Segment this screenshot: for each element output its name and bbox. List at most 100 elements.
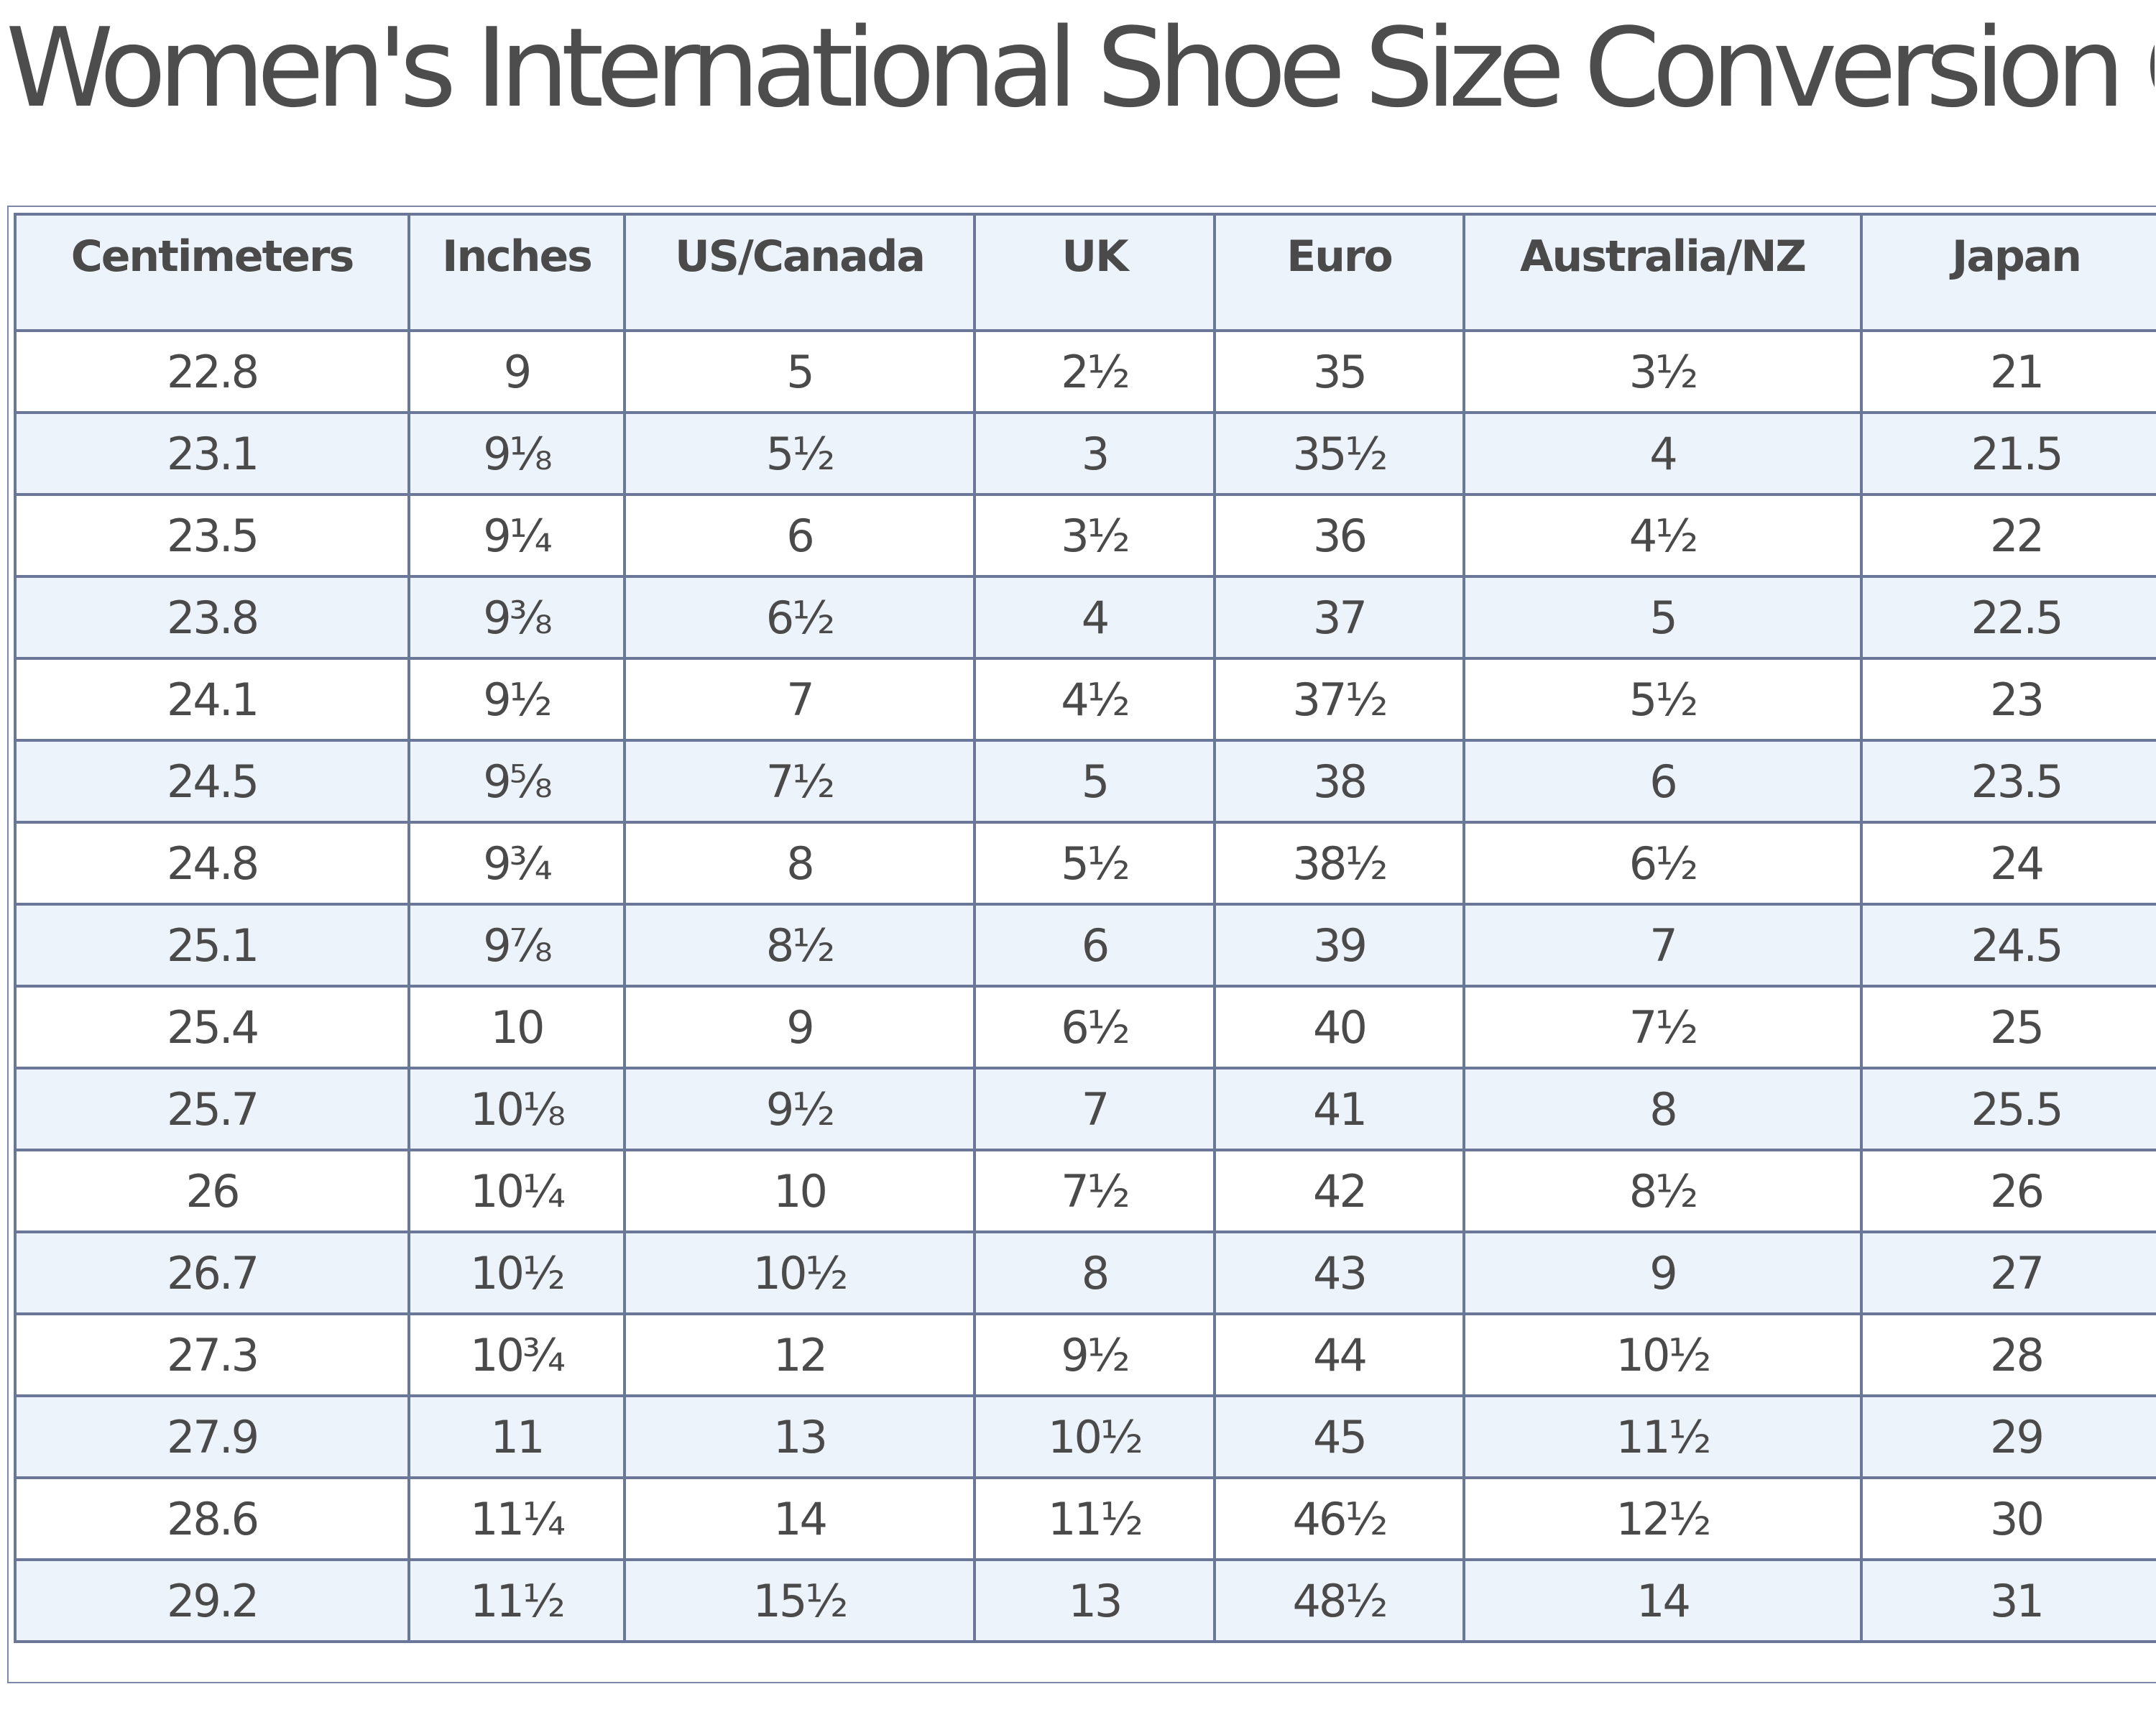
cell-australia-nz: 10½ — [1462, 1312, 1863, 1397]
column-header-inches: Inches — [407, 213, 626, 332]
cell-euro: 35½ — [1213, 411, 1465, 496]
cell-us-canada: 13 — [623, 1394, 976, 1479]
table-row: 29.2 11½ 15½ 13 48½ 14 31 — [14, 1558, 2156, 1643]
cell-centimeters: 29.2 — [14, 1558, 410, 1643]
cell-australia-nz: 6 — [1462, 739, 1863, 824]
cell-centimeters: 28.6 — [14, 1476, 410, 1561]
cell-uk: 10½ — [973, 1394, 1216, 1479]
cell-japan: 24.5 — [1860, 903, 2156, 988]
cell-uk: 11½ — [973, 1476, 1216, 1561]
cell-euro: 39 — [1213, 903, 1465, 988]
cell-euro: 38 — [1213, 739, 1465, 824]
cell-us-canada: 9½ — [623, 1067, 976, 1151]
cell-uk: 5 — [973, 739, 1216, 824]
cell-centimeters: 24.1 — [14, 657, 410, 742]
cell-japan: 25 — [1860, 985, 2156, 1070]
cell-inches: 10½ — [407, 1230, 626, 1315]
table-row: 23.5 9¼ 6 3½ 36 4½ 22 — [14, 493, 2156, 578]
cell-inches: 9 — [407, 329, 626, 414]
cell-uk: 6 — [973, 903, 1216, 988]
cell-euro: 42 — [1213, 1149, 1465, 1233]
cell-japan: 25.5 — [1860, 1067, 2156, 1151]
cell-inches: 10 — [407, 985, 626, 1070]
cell-inches: 9¾ — [407, 821, 626, 906]
cell-us-canada: 7½ — [623, 739, 976, 824]
cell-inches: 10¼ — [407, 1149, 626, 1233]
table-row: 22.8 9 5 2½ 35 3½ 21 — [14, 329, 2156, 414]
cell-uk: 4 — [973, 575, 1216, 660]
table-row: 28.6 11¼ 14 11½ 46½ 12½ 30 — [14, 1476, 2156, 1561]
table-row: 26 10¼ 10 7½ 42 8½ 26 — [14, 1149, 2156, 1233]
cell-australia-nz: 8 — [1462, 1067, 1863, 1151]
cell-inches: 11¼ — [407, 1476, 626, 1561]
cell-australia-nz: 5 — [1462, 575, 1863, 660]
cell-inches: 9¼ — [407, 493, 626, 578]
cell-inches: 11 — [407, 1394, 626, 1479]
table-frame: Centimeters Inches US/Canada UK Euro Aus… — [7, 206, 2156, 1683]
cell-japan: 31 — [1860, 1558, 2156, 1643]
table-row: 23.1 9⅛ 5½ 3 35½ 4 21.5 — [14, 411, 2156, 496]
cell-inches: 9⅛ — [407, 411, 626, 496]
cell-japan: 22.5 — [1860, 575, 2156, 660]
cell-australia-nz: 4 — [1462, 411, 1863, 496]
cell-uk: 3 — [973, 411, 1216, 496]
cell-us-canada: 5½ — [623, 411, 976, 496]
cell-centimeters: 25.7 — [14, 1067, 410, 1151]
cell-inches: 10⅛ — [407, 1067, 626, 1151]
cell-centimeters: 24.8 — [14, 821, 410, 906]
header-row: Centimeters Inches US/Canada UK Euro Aus… — [14, 213, 2156, 332]
cell-euro: 48½ — [1213, 1558, 1465, 1643]
cell-euro: 40 — [1213, 985, 1465, 1070]
page-title: Women's International Shoe Size Conversi… — [6, 4, 2155, 132]
cell-uk: 4½ — [973, 657, 1216, 742]
cell-australia-nz: 5½ — [1462, 657, 1863, 742]
cell-centimeters: 24.5 — [14, 739, 410, 824]
cell-uk: 3½ — [973, 493, 1216, 578]
cell-euro: 46½ — [1213, 1476, 1465, 1561]
cell-us-canada: 15½ — [623, 1558, 976, 1643]
cell-us-canada: 12 — [623, 1312, 976, 1397]
cell-japan: 22 — [1860, 493, 2156, 578]
table-row: 25.4 10 9 6½ 40 7½ 25 — [14, 985, 2156, 1070]
table-row: 26.7 10½ 10½ 8 43 9 27 — [14, 1230, 2156, 1315]
cell-inches: 9⅜ — [407, 575, 626, 660]
cell-centimeters: 26 — [14, 1149, 410, 1233]
cell-centimeters: 27.9 — [14, 1394, 410, 1479]
cell-centimeters: 25.4 — [14, 985, 410, 1070]
cell-euro: 45 — [1213, 1394, 1465, 1479]
cell-uk: 2½ — [973, 329, 1216, 414]
cell-us-canada: 8 — [623, 821, 976, 906]
table-row: 24.1 9½ 7 4½ 37½ 5½ 23 — [14, 657, 2156, 742]
cell-australia-nz: 8½ — [1462, 1149, 1863, 1233]
cell-centimeters: 23.8 — [14, 575, 410, 660]
cell-us-canada: 6½ — [623, 575, 976, 660]
cell-australia-nz: 9 — [1462, 1230, 1863, 1315]
cell-euro: 38½ — [1213, 821, 1465, 906]
cell-japan: 28 — [1860, 1312, 2156, 1397]
cell-japan: 27 — [1860, 1230, 2156, 1315]
shoe-size-table: Centimeters Inches US/Canada UK Euro Aus… — [14, 213, 2156, 1643]
cell-australia-nz: 11½ — [1462, 1394, 1863, 1479]
cell-centimeters: 23.5 — [14, 493, 410, 578]
cell-japan: 21.5 — [1860, 411, 2156, 496]
table-row: 25.1 9⅞ 8½ 6 39 7 24.5 — [14, 903, 2156, 988]
cell-australia-nz: 6½ — [1462, 821, 1863, 906]
cell-inches: 11½ — [407, 1558, 626, 1643]
cell-centimeters: 25.1 — [14, 903, 410, 988]
cell-us-canada: 7 — [623, 657, 976, 742]
column-header-centimeters: Centimeters — [14, 213, 410, 332]
cell-japan: 30 — [1860, 1476, 2156, 1561]
table-body: 22.8 9 5 2½ 35 3½ 21 23.1 9⅛ 5½ 3 35½ 4 21.5 23.5 9¼ 6 3½… — [14, 329, 2156, 1643]
cell-uk: 7½ — [973, 1149, 1216, 1233]
cell-uk: 5½ — [973, 821, 1216, 906]
cell-japan: 23 — [1860, 657, 2156, 742]
cell-euro: 43 — [1213, 1230, 1465, 1315]
column-header-uk: UK — [973, 213, 1216, 332]
cell-inches: 9⅞ — [407, 903, 626, 988]
table-row: 24.8 9¾ 8 5½ 38½ 6½ 24 — [14, 821, 2156, 906]
cell-australia-nz: 4½ — [1462, 493, 1863, 578]
cell-uk: 7 — [973, 1067, 1216, 1151]
cell-australia-nz: 7½ — [1462, 985, 1863, 1070]
cell-uk: 6½ — [973, 985, 1216, 1070]
cell-australia-nz: 7 — [1462, 903, 1863, 988]
